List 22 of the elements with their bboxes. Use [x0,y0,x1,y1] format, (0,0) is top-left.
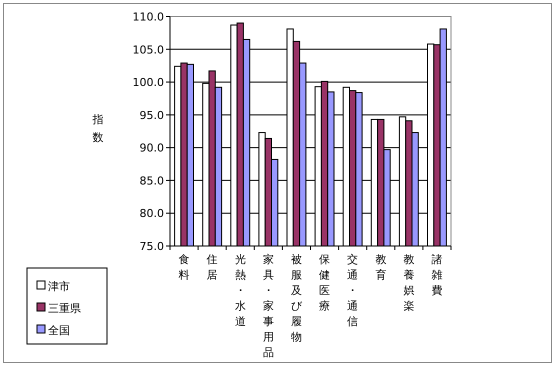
x-tick-label: 教育 [375,253,386,282]
y-tick-label: 80.0 [140,207,164,220]
y-tick-label: 100.0 [132,76,164,90]
legend-label: 津市 [48,280,70,293]
y-tick-label: 105.0 [132,43,164,56]
legend-label: 三重県 [48,302,81,315]
x-tick-label: 光熱・水道 [234,253,246,328]
x-tick-label: 被服及び履物 [290,253,303,344]
y-tick-label: 90.0 [140,142,164,155]
y-tick-label: 95.0 [140,108,164,122]
y-tick-label: 110.0 [132,10,164,24]
y-axis-title: 指数 [92,113,104,144]
x-tick-label: 保健医療 [319,253,330,312]
x-tick-label: 住居 [206,253,218,282]
x-tick-label: 交通・通信 [347,253,358,328]
y-tick-label: 85.0 [140,174,164,188]
x-tick-label: 教養娯楽 [403,253,414,312]
legend-label: 全国 [48,324,70,337]
y-tick-label: 75.0 [140,240,164,253]
x-tick-label: 家具・家事用品 [262,253,274,359]
x-tick-label: 諸雑費 [431,253,442,297]
x-tick-label: 食料 [178,253,190,282]
